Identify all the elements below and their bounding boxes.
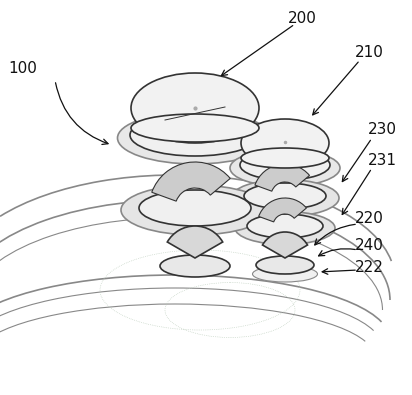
Ellipse shape: [117, 112, 272, 164]
Ellipse shape: [231, 179, 339, 216]
Ellipse shape: [130, 114, 260, 156]
Ellipse shape: [247, 214, 323, 238]
Text: 230: 230: [368, 122, 397, 137]
Text: 210: 210: [355, 45, 384, 60]
Ellipse shape: [131, 114, 259, 142]
Ellipse shape: [253, 266, 318, 282]
Ellipse shape: [160, 255, 230, 277]
Text: 200: 200: [288, 11, 317, 26]
Ellipse shape: [244, 183, 326, 209]
Text: 240: 240: [355, 237, 384, 252]
Wedge shape: [262, 232, 307, 258]
Wedge shape: [167, 226, 223, 258]
Text: 220: 220: [355, 211, 384, 226]
Ellipse shape: [240, 150, 330, 180]
Text: 222: 222: [355, 260, 384, 275]
Text: 231: 231: [368, 152, 397, 167]
Text: 100: 100: [8, 60, 37, 75]
Wedge shape: [259, 198, 307, 222]
Ellipse shape: [241, 148, 329, 168]
Ellipse shape: [241, 119, 329, 167]
Ellipse shape: [256, 256, 314, 274]
Wedge shape: [255, 164, 309, 191]
Ellipse shape: [230, 149, 340, 186]
Ellipse shape: [121, 185, 269, 235]
Wedge shape: [152, 162, 230, 201]
Ellipse shape: [139, 190, 251, 226]
Ellipse shape: [235, 211, 335, 245]
Ellipse shape: [131, 73, 259, 143]
